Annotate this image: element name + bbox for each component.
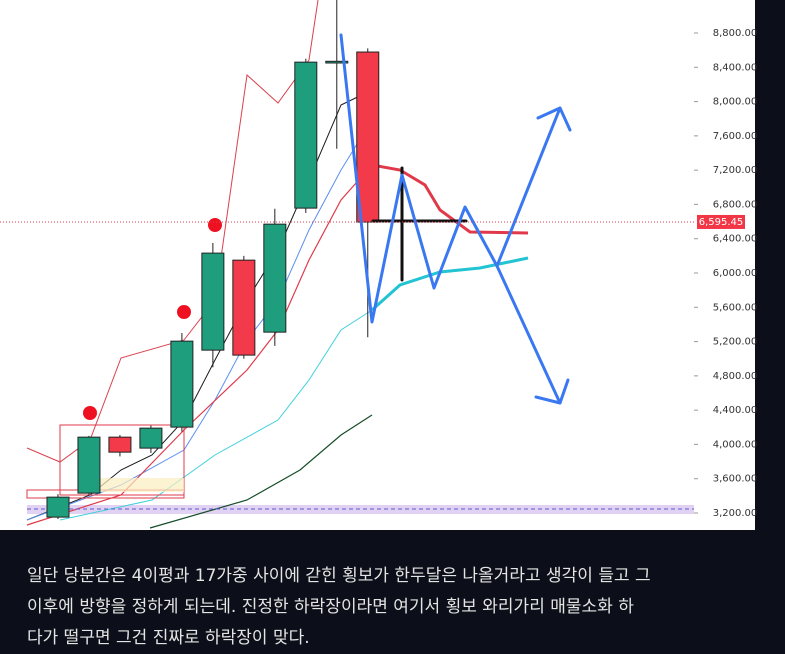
y-tick-label: 5,200.00 [713, 337, 758, 348]
candle-body [139, 427, 163, 449]
y-tick-label: 6,000.00 [713, 268, 758, 279]
last-price-label: 6,595.45 [699, 217, 744, 228]
candle-body [325, 60, 349, 64]
y-tick-label: 7,200.00 [713, 165, 758, 176]
y-tick-label: 6,800.00 [713, 199, 758, 210]
candle-body [108, 436, 132, 453]
candle-body [46, 496, 70, 518]
y-tick-label: 3,200.00 [713, 508, 758, 519]
post-line: 다가 떨구면 그건 진짜로 하락장이 맞다. [27, 628, 310, 648]
y-tick-label: 8,800.00 [713, 28, 758, 39]
candle-body [201, 252, 225, 351]
chart: 3,200.00 3,600.00 4,000.00 4,400.00 4,800.00… [0, 0, 758, 530]
drawings [83, 33, 572, 420]
last-price-box [697, 214, 745, 229]
post-text: 일단 당분간은 4이평과 17가중 사이에 갇힌 횡보가 한두달은 나올거라고 … [27, 561, 767, 654]
candle-body [170, 340, 194, 428]
candle-body [263, 223, 287, 333]
y-tick-label: 7,600.00 [713, 131, 758, 142]
post-line: 이후에 방향을 정하게 되는데. 진정한 하락장이라면 여기서 횡보 와리가리 … [27, 597, 634, 617]
candle-body [77, 436, 101, 494]
y-tick-label: 5,600.00 [713, 302, 758, 313]
y-tick-label: 4,400.00 [713, 405, 758, 416]
candle-body [356, 51, 380, 223]
candle-body [294, 61, 318, 209]
y-tick-label: 8,000.00 [713, 97, 758, 108]
y-tick-label: 4,000.00 [713, 439, 758, 450]
y-tick-label: 3,600.00 [713, 474, 758, 485]
range-band [27, 505, 694, 514]
post-line: 일단 당분간은 4이평과 17가중 사이에 갇힌 횡보가 한두달은 나올거라고 … [27, 566, 651, 586]
y-tick-label: 8,400.00 [713, 62, 758, 73]
candle-body [232, 259, 256, 356]
y-tick-label: 4,800.00 [713, 371, 758, 382]
y-tick-label: 6,400.00 [713, 234, 758, 245]
